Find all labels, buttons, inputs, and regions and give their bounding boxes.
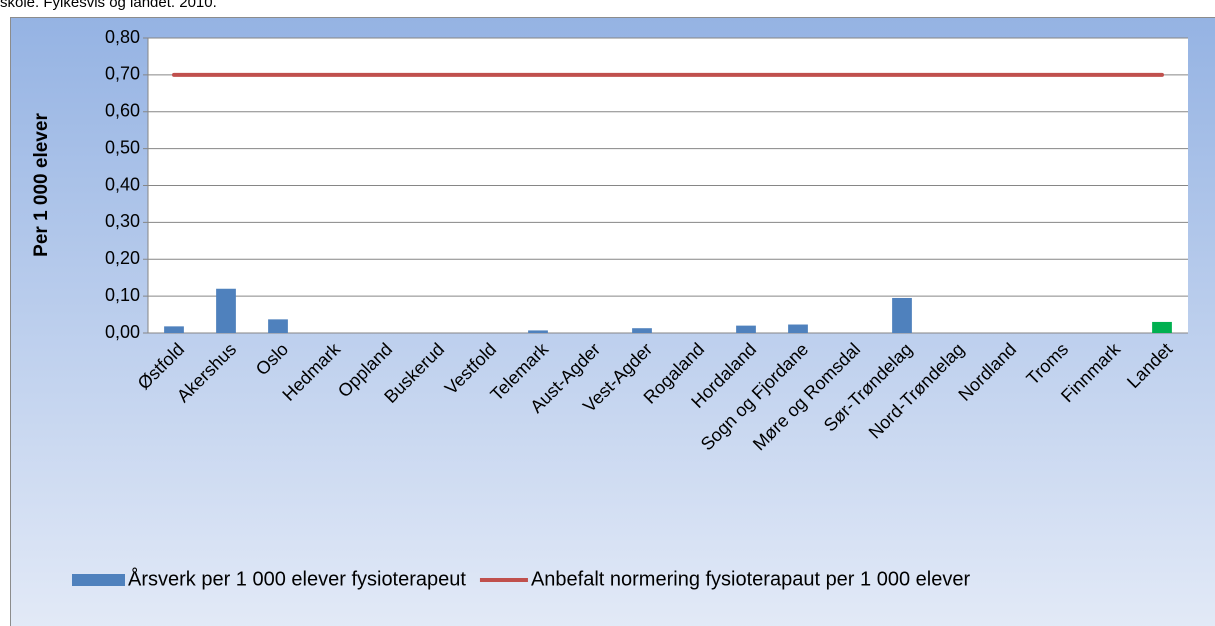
y-tick-label: 0,60 — [105, 101, 140, 121]
bar — [268, 319, 288, 333]
bar — [892, 297, 912, 333]
bar — [632, 328, 652, 333]
legend-label: Årsverk per 1 000 elever fysioterapeut — [128, 567, 466, 590]
y-tick-label: 0,10 — [105, 285, 140, 305]
bar — [1152, 321, 1172, 333]
y-tick-label: 0,20 — [105, 248, 140, 268]
y-tick-label: 0,80 — [105, 27, 140, 47]
y-axis-label: Per 1 000 elever — [31, 113, 52, 257]
y-tick-label: 0,00 — [105, 322, 140, 342]
bar — [528, 330, 548, 333]
bar — [736, 325, 756, 333]
y-tick-label: 0,50 — [105, 137, 140, 157]
legend-swatch — [72, 574, 125, 586]
legend-label: Anbefalt normering fysioterapaut per 1 0… — [531, 568, 970, 590]
bar — [164, 326, 184, 333]
y-tick-label: 0,40 — [105, 174, 140, 194]
y-tick-label: 0,70 — [105, 64, 140, 84]
bar — [788, 324, 808, 333]
chart-title: skole. Fylkesvis og landet. 2010. — [0, 0, 217, 11]
y-tick-label: 0,30 — [105, 211, 140, 231]
bar — [216, 288, 236, 333]
